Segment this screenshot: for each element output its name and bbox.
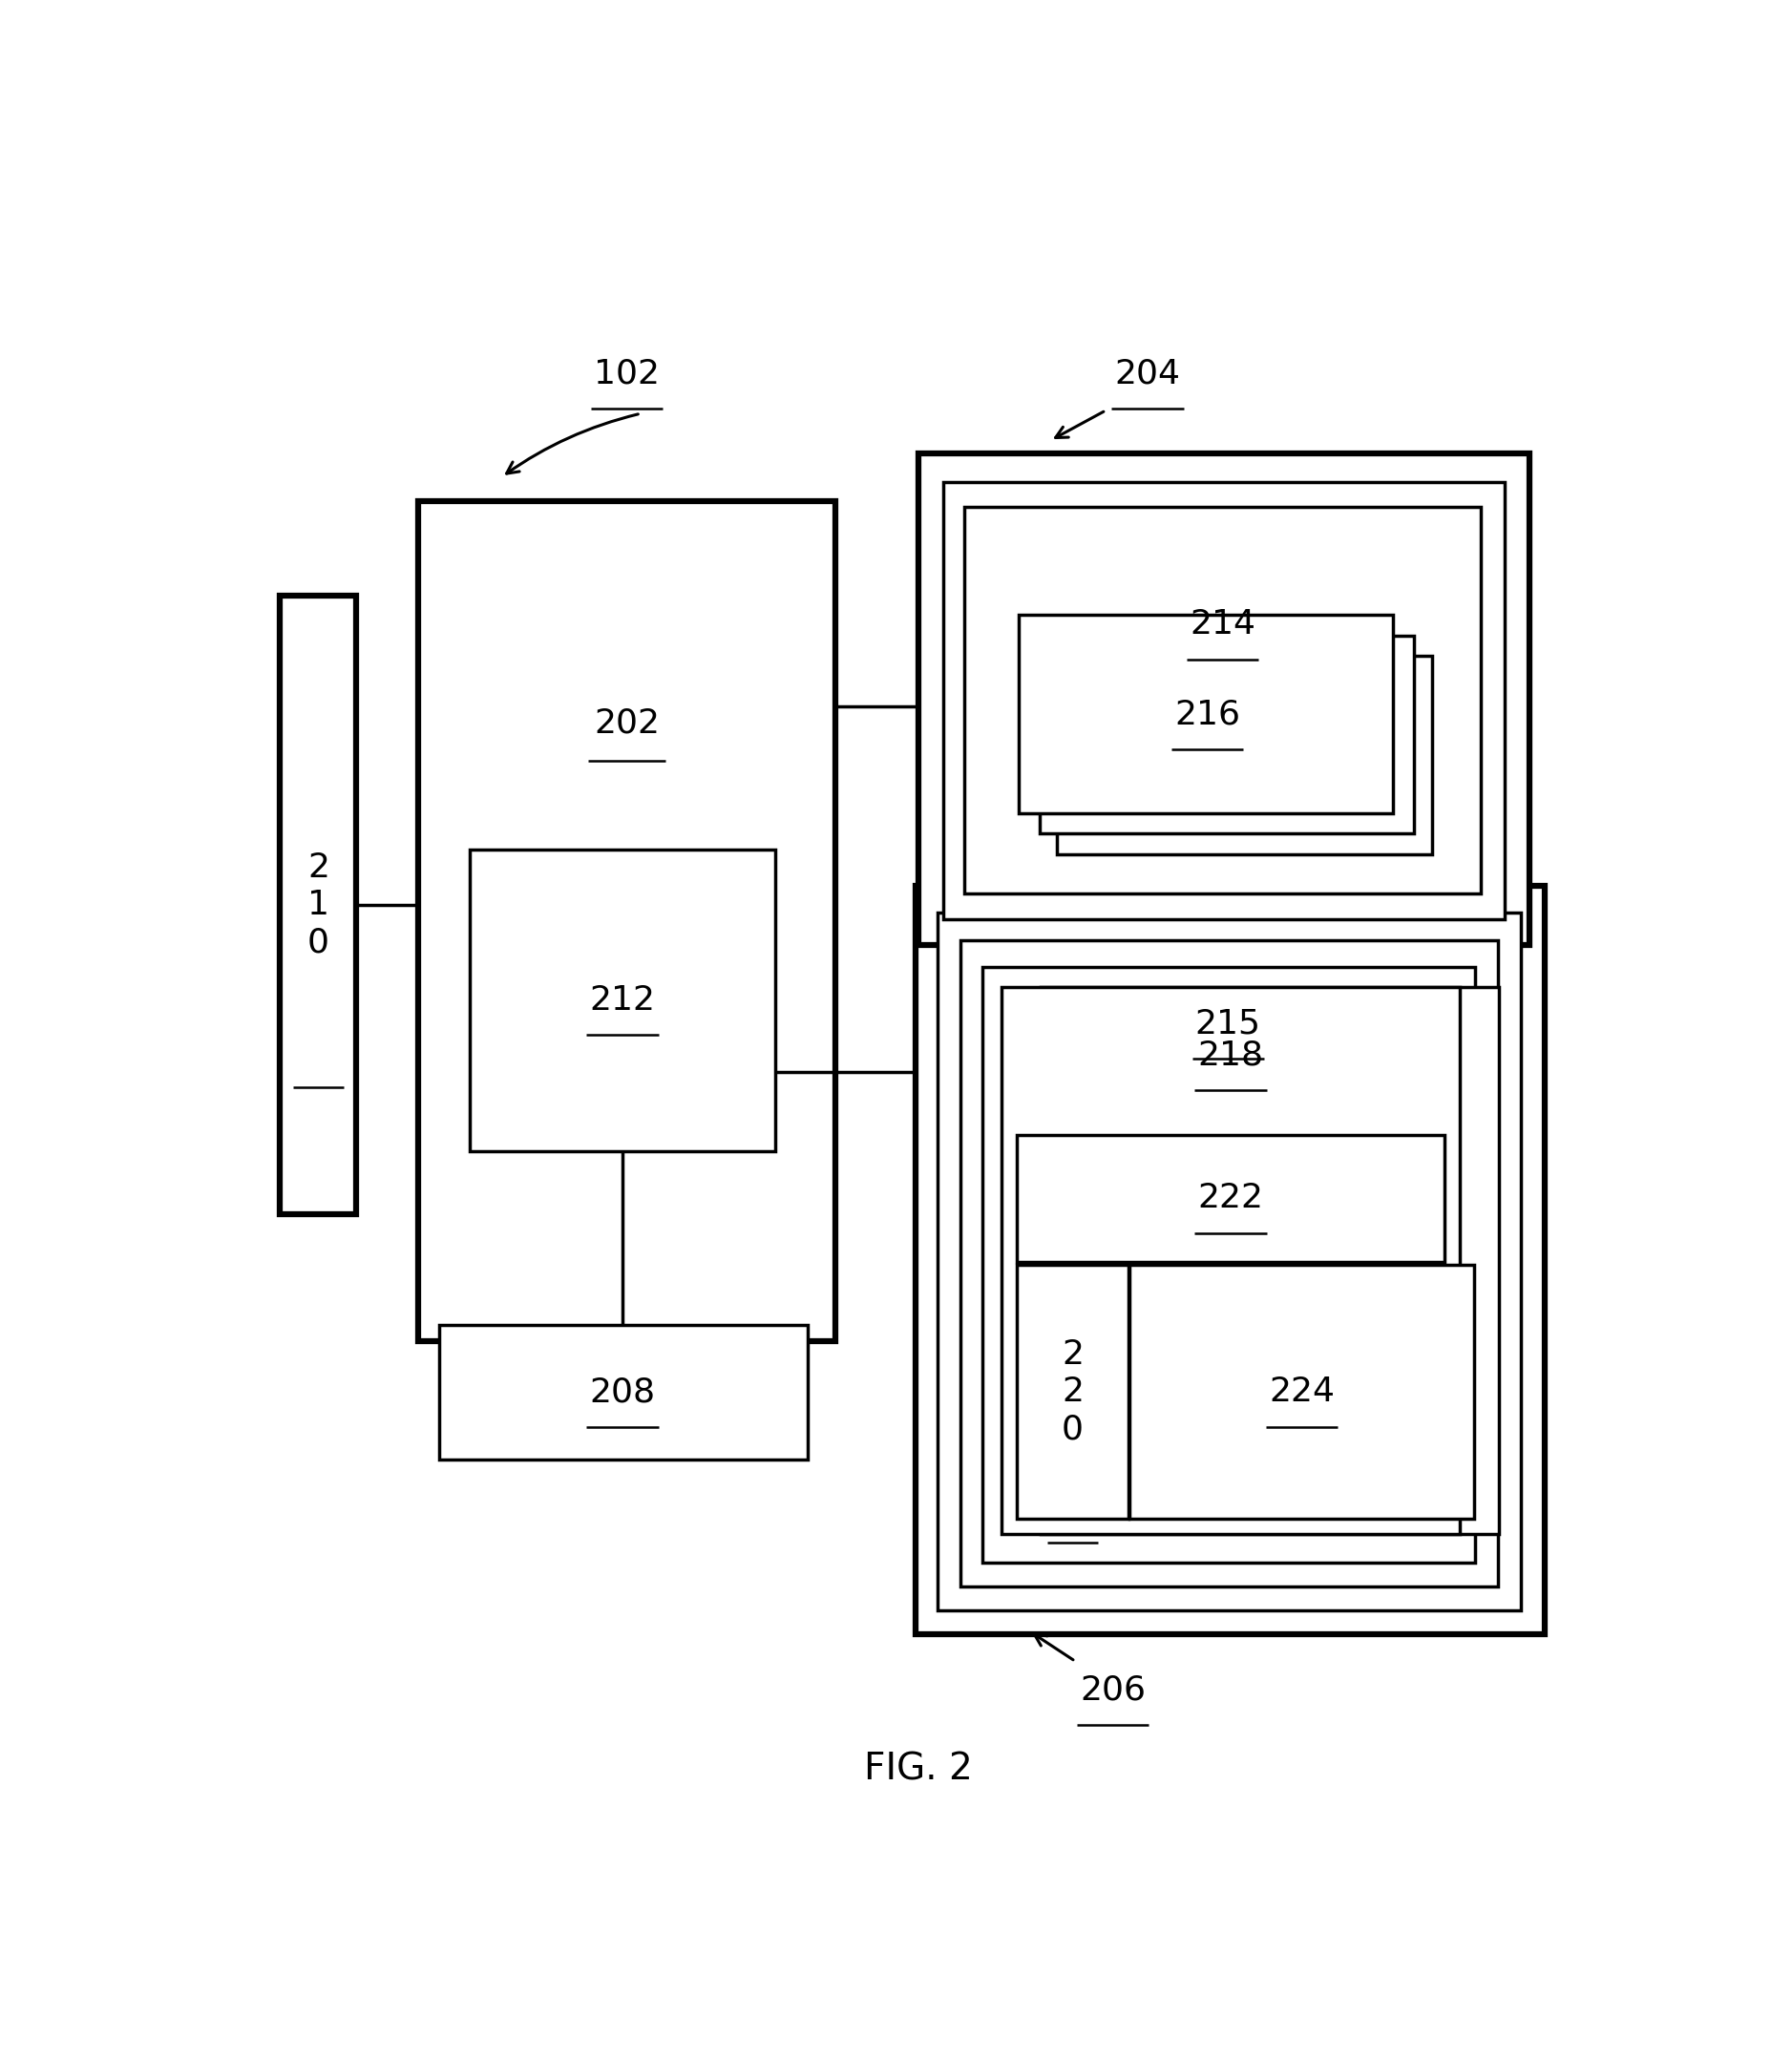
Text: 224: 224 (1269, 1375, 1335, 1408)
Bar (961, 939, 1498, 1587)
Bar (470, 850, 776, 1151)
Bar (918, 453, 1529, 945)
Text: 216: 216 (1174, 698, 1240, 731)
Text: 218: 218 (1197, 1040, 1263, 1073)
Bar (439, 1326, 806, 1460)
Text: 2
1
0: 2 1 0 (308, 850, 330, 959)
Bar (1018, 1264, 1129, 1520)
Text: 2
2
0: 2 2 0 (1061, 1338, 1084, 1445)
Text: 215: 215 (1195, 1007, 1262, 1040)
Bar (982, 968, 1475, 1563)
Text: 102: 102 (593, 358, 659, 389)
Text: 212: 212 (590, 984, 656, 1017)
Bar (1018, 1135, 1444, 1262)
Bar (1002, 988, 1460, 1534)
Text: 222: 222 (1197, 1182, 1263, 1215)
Text: 204: 204 (1115, 358, 1181, 389)
Bar (1018, 616, 1394, 813)
Bar (943, 482, 1505, 918)
Text: 208: 208 (590, 1375, 656, 1408)
Bar (1041, 988, 1498, 1534)
Bar (280, 595, 357, 1215)
Bar (1129, 1264, 1473, 1520)
Bar (1057, 657, 1432, 854)
Bar (964, 507, 1480, 894)
Text: 202: 202 (593, 706, 659, 739)
Text: 206: 206 (1081, 1674, 1145, 1707)
Text: 214: 214 (1190, 607, 1256, 640)
Bar (937, 912, 1521, 1610)
Bar (1039, 636, 1414, 834)
Text: FIG. 2: FIG. 2 (864, 1750, 973, 1787)
Bar (418, 500, 835, 1340)
Bar (916, 885, 1545, 1635)
